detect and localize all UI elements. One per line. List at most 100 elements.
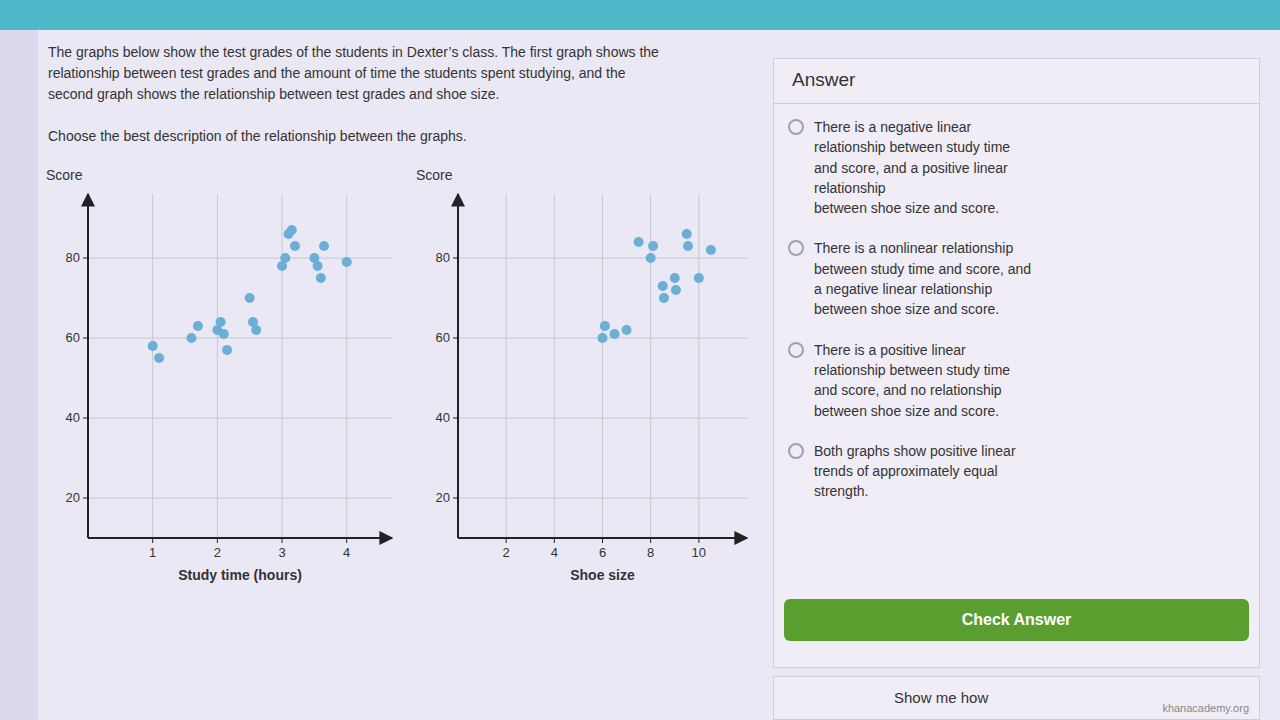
- scatter-point: [622, 325, 632, 335]
- option-text[interactable]: There is a positive linear relationship …: [814, 340, 1010, 421]
- scatter-point: [280, 253, 290, 263]
- scatter-point: [154, 353, 164, 363]
- scatter-point: [658, 281, 668, 291]
- tick-label: 80: [66, 250, 80, 265]
- tick-label: 60: [66, 330, 80, 345]
- scatter-point: [342, 257, 352, 267]
- scatter-point: [659, 293, 669, 303]
- answer-option[interactable]: There is a positive linear relationship …: [788, 340, 1243, 421]
- scatter-point: [287, 225, 297, 235]
- scatter-point: [186, 333, 196, 343]
- y-axis-label: Score: [416, 167, 453, 183]
- scatter-point: [600, 321, 610, 331]
- scatter-point: [671, 285, 681, 295]
- tick-label: 40: [66, 410, 80, 425]
- x-axis: [88, 537, 392, 539]
- x-axis-label: Shoe size: [570, 567, 635, 583]
- points: [148, 225, 352, 363]
- check-answer-button[interactable]: Check Answer: [784, 599, 1249, 641]
- body-text-line: second graph shows the relationship betw…: [48, 84, 768, 105]
- question: Choose the best description of the relat…: [48, 128, 768, 144]
- scatter-point: [222, 345, 232, 355]
- scatter-point: [148, 341, 158, 351]
- grid-line: [282, 194, 283, 538]
- scatter-point: [648, 241, 658, 251]
- left-strip: [0, 30, 38, 720]
- tick-label: 4: [343, 545, 350, 560]
- grid-line: [152, 194, 153, 538]
- show-me-how-panel: Show me how khanacademy.org: [773, 676, 1260, 720]
- scatter-point: [694, 273, 704, 283]
- scatter-point: [193, 321, 203, 331]
- scatter-point: [682, 229, 692, 239]
- scatter-point: [313, 261, 323, 271]
- scatter-point: [683, 241, 693, 251]
- divider: [774, 103, 1259, 104]
- option-text[interactable]: There is a negative linear relationship …: [814, 117, 1010, 218]
- grid-line: [554, 194, 555, 538]
- radio-button[interactable]: [788, 443, 804, 459]
- body-text: The graphs below show the test grades of…: [48, 42, 768, 105]
- scatter-point: [670, 273, 680, 283]
- scatter-point: [216, 317, 226, 327]
- y-axis-label: Score: [46, 167, 83, 183]
- tick-label: 60: [436, 330, 450, 345]
- tick-label: 4: [551, 545, 558, 560]
- scatter-point: [319, 241, 329, 251]
- answer-option[interactable]: There is a negative linear relationship …: [788, 117, 1243, 218]
- grid-line: [698, 194, 699, 538]
- grid-line: [88, 498, 392, 499]
- radio-button[interactable]: [788, 240, 804, 256]
- x-axis: [458, 537, 747, 539]
- scatter-point: [610, 329, 620, 339]
- grid-line: [217, 194, 218, 538]
- scatter-point: [634, 237, 644, 247]
- tick-label: 2: [503, 545, 510, 560]
- option-text[interactable]: Both graphs show positive linear trends …: [814, 441, 1016, 502]
- scatter-point: [251, 325, 261, 335]
- answer-panel: Answer There is a negative linear relatio…: [773, 58, 1260, 668]
- points: [598, 229, 716, 343]
- answer-title: Answer: [792, 69, 855, 91]
- radio-button[interactable]: [788, 342, 804, 358]
- grid-line: [458, 498, 747, 499]
- show-me-how[interactable]: Show me how: [894, 689, 988, 706]
- tick-label: 1: [149, 545, 156, 560]
- tick-label: 6: [599, 545, 606, 560]
- grid-line: [458, 258, 747, 259]
- scatter-point: [245, 293, 255, 303]
- body-text-line: relationship between test grades and the…: [48, 63, 768, 84]
- answer-option[interactable]: Both graphs show positive linear trends …: [788, 441, 1243, 502]
- grid-line: [346, 194, 347, 538]
- grid-line: [88, 338, 392, 339]
- radio-button[interactable]: [788, 119, 804, 135]
- tick-label: 8: [647, 545, 654, 560]
- tick-label: 20: [436, 490, 450, 505]
- y-axis: [87, 194, 89, 538]
- answer-option[interactable]: There is a nonlinear relationship betwee…: [788, 238, 1243, 319]
- tick-label: 3: [278, 545, 285, 560]
- scatter-chart: 1 2 3 4 20 40 60 80 Study time (hours) Score: [40, 160, 410, 590]
- scatter-point: [219, 329, 229, 339]
- grid-line: [458, 418, 747, 419]
- tick-label: 2: [214, 545, 221, 560]
- body-text-line: The graphs below show the test grades of…: [48, 42, 768, 63]
- tick-label: 40: [436, 410, 450, 425]
- option-text[interactable]: There is a nonlinear relationship betwee…: [814, 238, 1031, 319]
- scatter-point: [290, 241, 300, 251]
- scatter-chart: 2 4 6 8 10 20 40 60 80 Shoe size Score: [410, 160, 765, 590]
- logo-text: khanacademy.org: [1162, 702, 1249, 714]
- grid-line: [602, 194, 603, 538]
- tick-label: 80: [436, 250, 450, 265]
- tick-label: 10: [692, 545, 706, 560]
- tick-label: 20: [66, 490, 80, 505]
- scatter-point: [598, 333, 608, 343]
- x-axis-label: Study time (hours): [178, 567, 302, 583]
- grid-line: [506, 194, 507, 538]
- scatter-point: [706, 245, 716, 255]
- scatter-point: [316, 273, 326, 283]
- options: There is a negative linear relationship …: [788, 117, 1243, 522]
- scatter-point: [646, 253, 656, 263]
- header-bar: [0, 0, 1280, 30]
- grid-line: [88, 418, 392, 419]
